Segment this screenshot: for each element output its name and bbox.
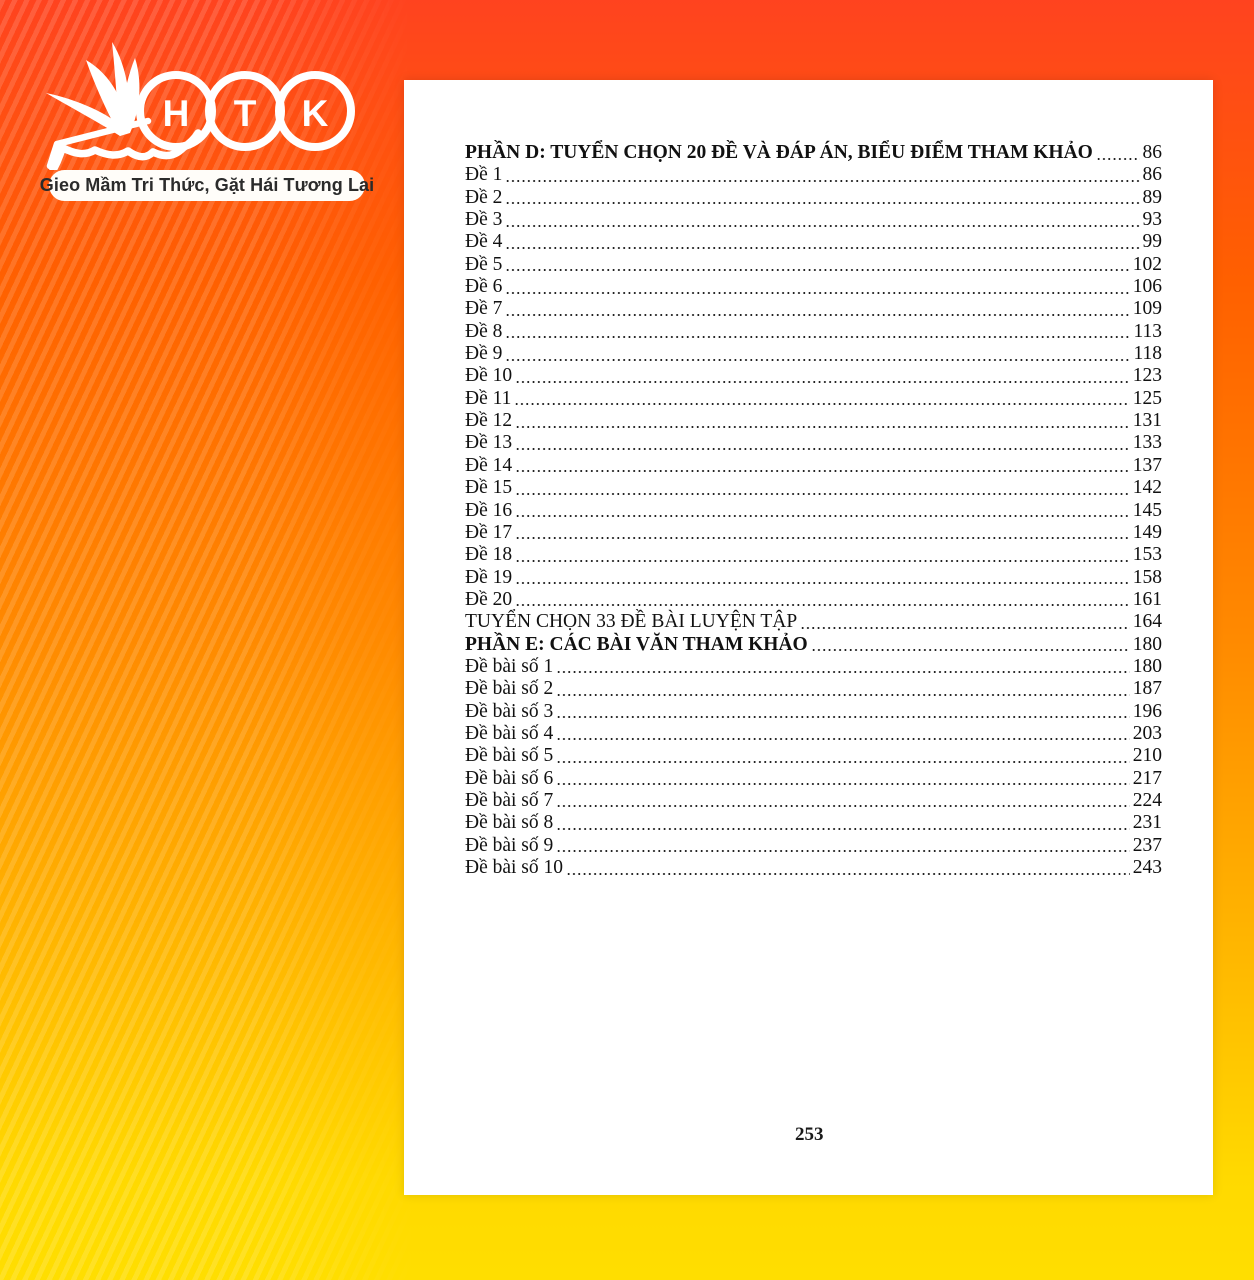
svg-text:T: T [234,93,257,134]
svg-text:H: H [163,93,190,134]
svg-text:K: K [302,93,329,134]
